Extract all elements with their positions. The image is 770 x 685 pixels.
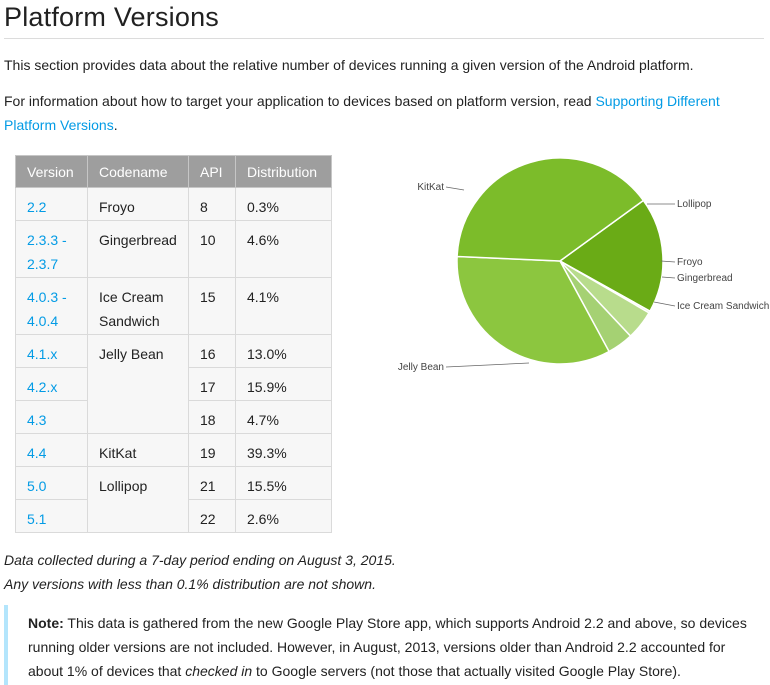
table-row: 5.0 Lollipop 21 15.5%	[15, 466, 332, 533]
version-link[interactable]: 2.3.3 - 2.3.7	[27, 232, 67, 272]
version-cell: 4.3	[15, 400, 88, 434]
version-cell: 4.4	[15, 433, 88, 467]
table-row: 4.0.3 - 4.0.4 Ice Cream Sandwich 15 4.1%	[15, 277, 332, 335]
supporting-versions-link[interactable]: Supporting Different Platform Versions	[4, 93, 720, 133]
distribution-pie-chart: Lollipop Froyo Gingerbread Ice Cream Sandwi…	[390, 150, 770, 380]
codename-cell: Froyo	[87, 187, 189, 221]
pie-leader-line	[653, 301, 676, 307]
pie-leader-line	[660, 260, 676, 263]
pie-slice-kitkat	[456, 157, 645, 262]
intro-paragraph: This section provides data about the rel…	[4, 57, 694, 73]
note-label: Note:	[28, 615, 64, 631]
distribution-cell: 13.0%	[235, 334, 332, 368]
api-cell: 17	[188, 367, 236, 401]
api-cell: 19	[188, 433, 236, 467]
distribution-cell: 4.1%	[235, 277, 332, 335]
version-link[interactable]: 4.0.3 - 4.0.4	[27, 289, 67, 329]
pie-label-kitkat: KitKat	[417, 182, 444, 193]
table-row: 4.1.x Jelly Bean 16 13.0%	[15, 334, 332, 434]
version-cell: 4.2.x	[15, 367, 88, 401]
note-text-a: This data is gathered from the new Googl…	[28, 615, 747, 679]
api-cell: 15	[188, 277, 236, 335]
header-distribution: Distribution	[235, 155, 332, 188]
distribution-cell: 39.3%	[235, 433, 332, 467]
pie-leader-line	[445, 362, 530, 368]
data-footnote: Data collected during a 7-day period end…	[4, 548, 396, 596]
api-cell: 16	[188, 334, 236, 368]
table-header-row: Version Codename API Distribution	[15, 155, 332, 188]
table-row: 4.3 18 4.7%	[15, 400, 332, 434]
header-codename: Codename	[87, 155, 189, 188]
header-version: Version	[15, 155, 88, 188]
table-row: 5.1 22 2.6%	[15, 499, 332, 533]
pie-label-froyo: Froyo	[677, 257, 703, 268]
codename-cell: Jelly Bean	[87, 334, 189, 434]
codename-cell: Ice Cream Sandwich	[87, 277, 189, 335]
version-cell: 4.0.3 - 4.0.4	[15, 277, 88, 335]
pie-slice-lollipop	[558, 199, 664, 313]
pie-label-gingerbread: Gingerbread	[677, 273, 733, 284]
header-api: API	[188, 155, 236, 188]
page-title: Platform Versions	[4, 2, 219, 32]
version-link[interactable]: 5.1	[27, 511, 47, 527]
distribution-cell: 0.3%	[235, 187, 332, 221]
distribution-cell: 4.7%	[235, 400, 332, 434]
note-emphasis: checked in	[185, 663, 253, 679]
version-cell: 2.2	[15, 187, 88, 221]
table-row: 4.2.x 17 15.9%	[15, 367, 332, 401]
title-divider	[4, 38, 764, 39]
codename-cell: KitKat	[87, 433, 189, 467]
versions-table: Version Codename API Distribution 2.2 Fr…	[15, 155, 332, 533]
version-cell: 4.1.x	[15, 334, 88, 368]
table-row: 2.2 Froyo 8 0.3%	[15, 187, 332, 221]
pie-label-ice-cream-sandwich: Ice Cream Sandwich	[677, 301, 769, 312]
pie-leader-line	[661, 276, 676, 279]
version-link[interactable]: 2.2	[27, 199, 47, 215]
version-link[interactable]: 5.0	[27, 478, 47, 494]
version-link[interactable]: 4.3	[27, 412, 47, 428]
api-cell: 18	[188, 400, 236, 434]
table-row: 2.3.3 - 2.3.7 Gingerbread 10 4.6%	[15, 220, 332, 278]
version-link[interactable]: 4.1.x	[27, 346, 58, 362]
pie-slice-jelly-bean	[456, 255, 611, 365]
pie-label-jelly-bean: Jelly Bean	[398, 362, 444, 373]
note-text-b: to Google servers (not those that actual…	[252, 663, 681, 679]
api-cell: 10	[188, 220, 236, 278]
footnote-line-1: Data collected during a 7-day period end…	[4, 552, 396, 568]
version-cell: 5.1	[15, 499, 88, 533]
version-link[interactable]: 4.2.x	[27, 379, 58, 395]
table-row: 4.4 KitKat 19 39.3%	[15, 433, 332, 467]
distribution-cell: 15.9%	[235, 367, 332, 401]
target-end: .	[113, 117, 118, 133]
version-link[interactable]: 4.4	[27, 445, 47, 461]
pie-label-lollipop: Lollipop	[677, 199, 712, 210]
pie-chart-svg: Lollipop Froyo Gingerbread Ice Cream Sandwi…	[398, 157, 769, 373]
distribution-cell: 4.6%	[235, 220, 332, 278]
pie-leader-line	[445, 186, 465, 191]
target-text: For information about how to target your…	[4, 93, 596, 109]
api-cell: 21	[188, 466, 236, 500]
codename-cell: Gingerbread	[87, 220, 189, 278]
version-cell: 2.3.3 - 2.3.7	[15, 220, 88, 278]
distribution-cell: 15.5%	[235, 466, 332, 500]
footnote-line-2: Any versions with less than 0.1% distrib…	[4, 576, 376, 592]
note-callout: Note: This data is gathered from the new…	[4, 605, 770, 685]
target-paragraph: For information about how to target your…	[4, 89, 744, 137]
version-cell: 5.0	[15, 466, 88, 500]
api-cell: 22	[188, 499, 236, 533]
distribution-cell: 2.6%	[235, 499, 332, 533]
codename-cell: Lollipop	[87, 466, 189, 533]
api-cell: 8	[188, 187, 236, 221]
